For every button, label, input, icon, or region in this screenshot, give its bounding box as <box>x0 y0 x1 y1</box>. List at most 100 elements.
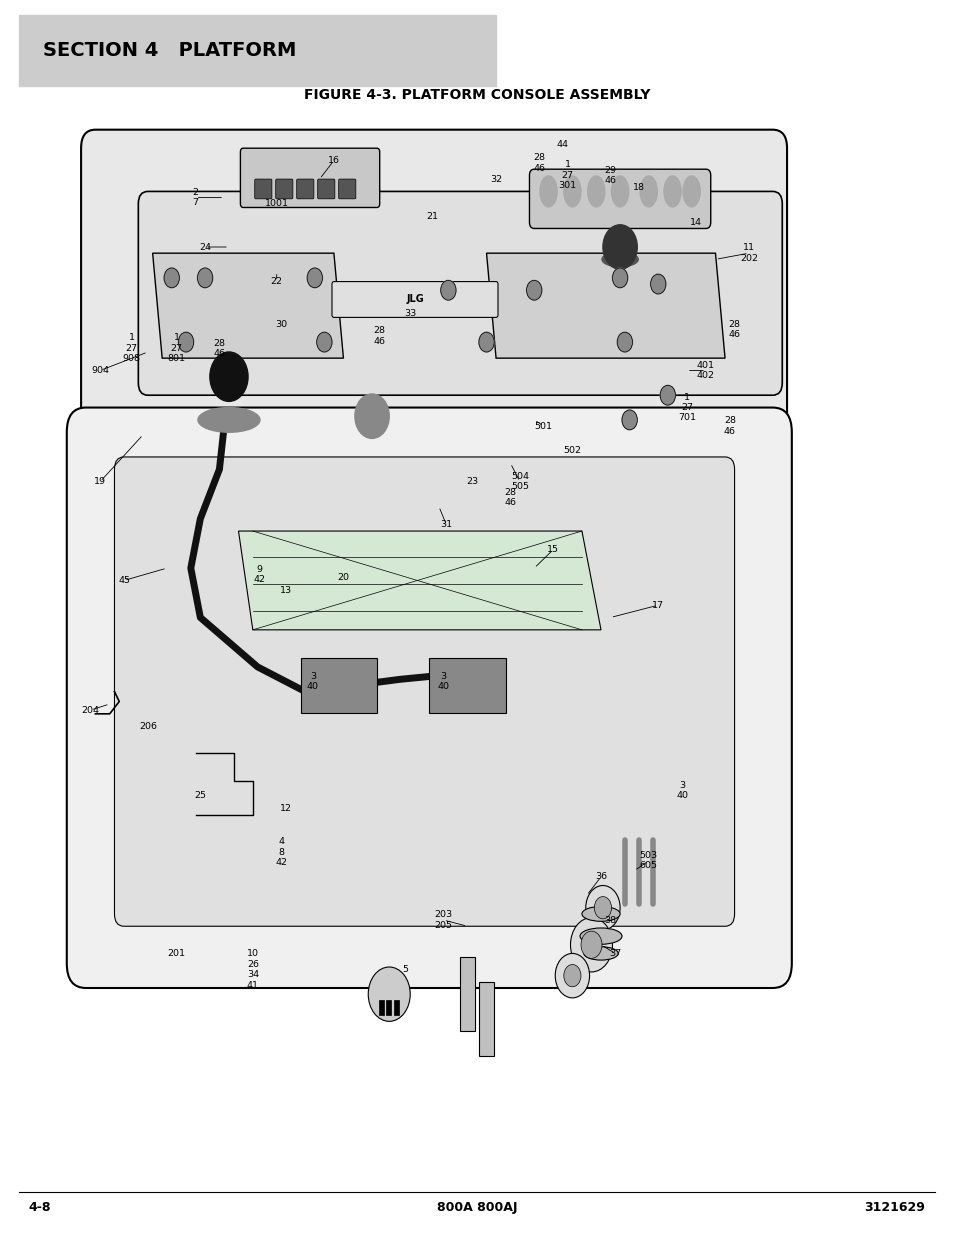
Circle shape <box>197 268 213 288</box>
Text: 12: 12 <box>280 804 292 814</box>
Ellipse shape <box>197 408 259 432</box>
Text: 36: 36 <box>595 872 606 882</box>
Text: 11
202: 11 202 <box>740 243 757 263</box>
Text: 1
27
701: 1 27 701 <box>678 393 695 422</box>
Ellipse shape <box>579 927 621 945</box>
Text: 904: 904 <box>91 366 109 375</box>
Circle shape <box>440 280 456 300</box>
Text: 13: 13 <box>280 585 292 595</box>
Text: 1001: 1001 <box>264 199 289 209</box>
Text: 4
8
42: 4 8 42 <box>275 837 287 867</box>
Text: 501: 501 <box>535 421 552 431</box>
Text: 29
46: 29 46 <box>604 165 616 185</box>
Text: 25: 25 <box>194 790 206 800</box>
Text: 28
46: 28 46 <box>504 488 516 508</box>
Polygon shape <box>486 253 724 358</box>
FancyBboxPatch shape <box>296 179 314 199</box>
Circle shape <box>316 332 332 352</box>
Circle shape <box>368 967 410 1021</box>
FancyBboxPatch shape <box>317 179 335 199</box>
Text: 504
505: 504 505 <box>511 472 528 492</box>
Text: 28
46: 28 46 <box>213 338 225 358</box>
Circle shape <box>570 918 612 972</box>
Text: 3
40: 3 40 <box>676 781 687 800</box>
FancyBboxPatch shape <box>332 282 497 317</box>
Text: 5: 5 <box>402 965 408 974</box>
Ellipse shape <box>663 175 680 206</box>
Text: 401
402: 401 402 <box>697 361 714 380</box>
Text: 1
27
908: 1 27 908 <box>123 333 140 363</box>
Text: 32: 32 <box>490 174 501 184</box>
Circle shape <box>621 410 637 430</box>
Text: 17: 17 <box>652 600 663 610</box>
Text: 28
46: 28 46 <box>728 320 740 340</box>
Circle shape <box>526 280 541 300</box>
Text: 14: 14 <box>690 217 701 227</box>
Bar <box>459 957 475 1031</box>
Text: 33: 33 <box>404 309 416 319</box>
Bar <box>394 1000 398 1015</box>
Text: 201: 201 <box>168 948 185 958</box>
Text: 2
7: 2 7 <box>193 188 198 207</box>
Ellipse shape <box>601 252 638 267</box>
Text: 38: 38 <box>604 915 616 925</box>
Text: 1
27
801: 1 27 801 <box>168 333 185 363</box>
Polygon shape <box>152 253 343 358</box>
Circle shape <box>164 268 179 288</box>
Text: 20: 20 <box>337 573 349 583</box>
Text: 203
205: 203 205 <box>435 910 452 930</box>
Text: SECTION 4   PLATFORM: SECTION 4 PLATFORM <box>43 41 296 61</box>
Circle shape <box>617 332 632 352</box>
Ellipse shape <box>611 175 628 206</box>
Text: 10
26
34
41: 10 26 34 41 <box>247 950 258 989</box>
Text: 1
27
301: 1 27 301 <box>558 161 576 190</box>
Circle shape <box>355 394 389 438</box>
Text: 28
46: 28 46 <box>723 416 735 436</box>
Text: 28
46: 28 46 <box>533 153 544 173</box>
FancyBboxPatch shape <box>81 130 786 463</box>
Circle shape <box>307 268 322 288</box>
Text: 503
605: 503 605 <box>639 851 657 871</box>
Circle shape <box>563 965 580 987</box>
Text: 9
42: 9 42 <box>253 564 265 584</box>
Text: 23: 23 <box>466 477 477 487</box>
Text: JLG: JLG <box>406 294 423 304</box>
Ellipse shape <box>682 175 700 206</box>
Circle shape <box>478 332 494 352</box>
Text: 3121629: 3121629 <box>863 1202 924 1214</box>
Text: 44: 44 <box>557 140 568 149</box>
FancyBboxPatch shape <box>429 658 505 713</box>
FancyBboxPatch shape <box>275 179 293 199</box>
Ellipse shape <box>583 947 618 960</box>
Text: 204: 204 <box>82 705 99 715</box>
Text: 21: 21 <box>426 211 437 221</box>
FancyBboxPatch shape <box>254 179 272 199</box>
Text: 502: 502 <box>563 446 580 456</box>
Circle shape <box>612 268 627 288</box>
Circle shape <box>178 332 193 352</box>
Circle shape <box>555 953 589 998</box>
Ellipse shape <box>539 175 557 206</box>
Text: 19: 19 <box>94 477 106 487</box>
FancyBboxPatch shape <box>529 169 710 228</box>
Circle shape <box>650 274 665 294</box>
Text: 206: 206 <box>139 721 156 731</box>
Circle shape <box>602 225 637 269</box>
Text: 30: 30 <box>275 320 287 330</box>
Polygon shape <box>238 531 600 630</box>
Circle shape <box>659 385 675 405</box>
Bar <box>386 1000 391 1015</box>
Text: 45: 45 <box>118 576 130 585</box>
Text: 3
40: 3 40 <box>437 672 449 692</box>
Ellipse shape <box>581 906 619 921</box>
Bar <box>478 982 494 1056</box>
FancyBboxPatch shape <box>240 148 379 207</box>
Text: 37: 37 <box>609 948 620 958</box>
Text: 18: 18 <box>633 183 644 193</box>
FancyBboxPatch shape <box>114 457 734 926</box>
Text: 22: 22 <box>271 277 282 287</box>
Bar <box>378 1000 383 1015</box>
Text: 3
40: 3 40 <box>307 672 318 692</box>
FancyBboxPatch shape <box>338 179 355 199</box>
Text: 24: 24 <box>199 242 211 252</box>
